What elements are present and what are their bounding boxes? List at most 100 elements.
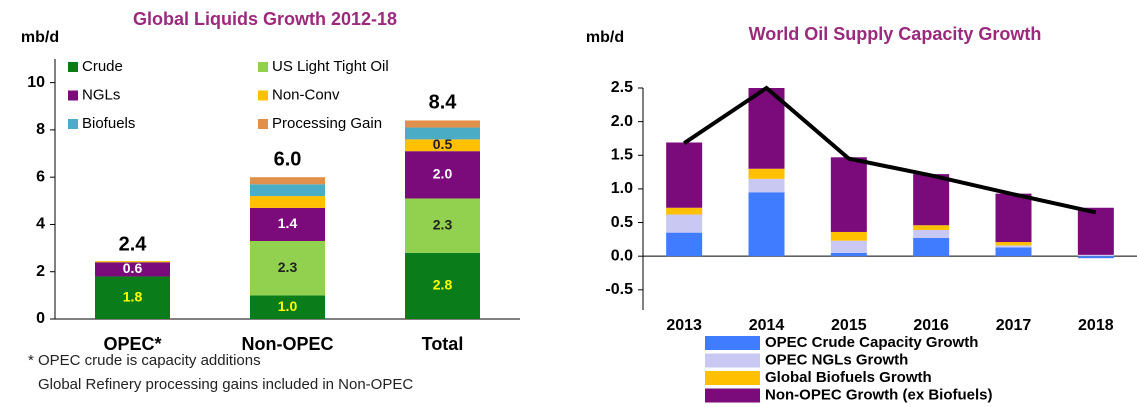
legend-label: OPEC NGLs Growth: [765, 351, 908, 368]
y-tick-label: 10: [27, 74, 45, 91]
bar-segment: [830, 252, 867, 257]
legend-swatch: [705, 388, 760, 403]
legend-label: Crude: [82, 58, 123, 75]
x-tick-label: 2014: [749, 317, 785, 334]
legend-label: Global Biofuels Growth: [765, 369, 932, 386]
bar-segment: [250, 177, 325, 185]
bar-segment: [666, 232, 703, 257]
x-tick-label: 2018: [1078, 317, 1114, 334]
y-tick-label: 2: [36, 263, 45, 280]
value-label: 2.3: [278, 259, 298, 275]
value-label: 0.5: [433, 136, 453, 152]
bar-segment: [95, 262, 170, 277]
y-tick-label: 0.0: [611, 247, 633, 264]
legend-swatch: [68, 90, 78, 101]
bar-segment: [913, 229, 950, 239]
value-label: 0.6: [123, 260, 143, 276]
bar-segment: [830, 157, 867, 232]
x-tick-label: 2016: [913, 317, 949, 334]
bar-segment: [995, 245, 1032, 248]
bar-segment: [1077, 254, 1114, 257]
bar-segment: [666, 142, 703, 208]
legend-swatch: [68, 62, 78, 72]
x-tick-label: OPEC*: [103, 334, 161, 354]
bar-segment: [1077, 256, 1114, 259]
bar-segment: [405, 252, 480, 319]
bar-segment: [666, 214, 703, 233]
total-label: 8.4: [429, 92, 458, 114]
legend-swatch: [705, 353, 760, 368]
legend-label: Non-OPEC Growth (ex Biofuels): [765, 386, 993, 403]
bar-segment: [995, 193, 1032, 243]
y-axis-label: mb/d: [586, 29, 624, 46]
bar-segment: [250, 196, 325, 208]
bar-segment: [405, 151, 480, 199]
total-label: 6.0: [274, 148, 302, 170]
y-tick-label: 6: [36, 168, 45, 185]
y-tick-label: 0: [36, 310, 45, 327]
legend-swatch: [258, 62, 268, 72]
bar-segment: [95, 276, 170, 319]
bar-segment: [830, 231, 867, 241]
x-tick-label: 2013: [666, 317, 702, 334]
legend-label: Processing Gain: [272, 115, 382, 132]
legend-swatch: [705, 371, 760, 385]
x-tick-label: 2017: [996, 317, 1032, 334]
bar-segment: [405, 127, 480, 140]
bar-segment: [748, 168, 785, 179]
legend-label: NGLs: [82, 86, 120, 103]
bar-segment: [995, 247, 1032, 257]
y-tick-label: 0.5: [611, 214, 633, 231]
legend-label: OPEC Crude Capacity Growth: [765, 334, 978, 351]
value-label: 1.0: [278, 298, 298, 314]
bar-segment: [995, 242, 1032, 246]
legend-swatch: [258, 90, 268, 101]
y-tick-label: 1.5: [611, 146, 633, 163]
y-tick-label: 2.5: [611, 79, 633, 96]
bar-segment: [250, 241, 325, 296]
bar-segment: [748, 178, 785, 193]
bar-segment: [748, 88, 785, 169]
x-tick-label: Non-OPEC: [242, 334, 334, 354]
y-axis-label: mb/d: [21, 29, 59, 46]
bar-segment: [830, 240, 867, 253]
value-label: 1.4: [278, 215, 298, 231]
value-label: 1.8: [123, 288, 143, 304]
legend-swatch: [705, 336, 760, 350]
chart-title: World Oil Supply Capacity Growth: [749, 24, 1042, 44]
bar-segment: [913, 174, 950, 226]
bar-segment: [1077, 207, 1114, 255]
value-label: 2.0: [433, 166, 453, 182]
bar-segment: [405, 139, 480, 152]
y-tick-label: 4: [36, 216, 45, 233]
bar-segment: [405, 198, 480, 253]
legend-label: US Light Tight Oil: [272, 58, 389, 75]
x-tick-label: Total: [422, 334, 464, 354]
bar-segment: [95, 261, 170, 263]
x-tick-label: 2015: [831, 317, 867, 334]
bar-segment: [250, 207, 325, 241]
bar-segment: [913, 238, 950, 257]
y-tick-label: -0.5: [605, 281, 633, 298]
value-label: 2.8: [433, 277, 453, 293]
legend-label: Biofuels: [82, 115, 135, 132]
legend-label: Non-Conv: [272, 86, 340, 103]
bar-segment: [666, 207, 703, 215]
total-line: [683, 85, 1097, 215]
footnote: Global Refinery processing gains include…: [38, 376, 413, 393]
footnote: * OPEC crude is capacity additions: [28, 352, 261, 369]
legend-swatch: [68, 119, 78, 129]
bar-segment: [250, 295, 325, 319]
chart-title: Global Liquids Growth 2012-18: [133, 9, 397, 29]
bar-segment: [748, 192, 785, 257]
legend-swatch: [258, 119, 268, 129]
y-tick-label: 2.0: [611, 113, 633, 130]
total-label: 2.4: [119, 234, 148, 256]
bar-segment: [250, 184, 325, 197]
value-label: 2.3: [433, 216, 453, 232]
y-tick-label: 8: [36, 121, 45, 138]
bar-segment: [405, 120, 480, 128]
y-tick-label: 1.0: [611, 180, 633, 197]
bar-segment: [913, 225, 950, 230]
